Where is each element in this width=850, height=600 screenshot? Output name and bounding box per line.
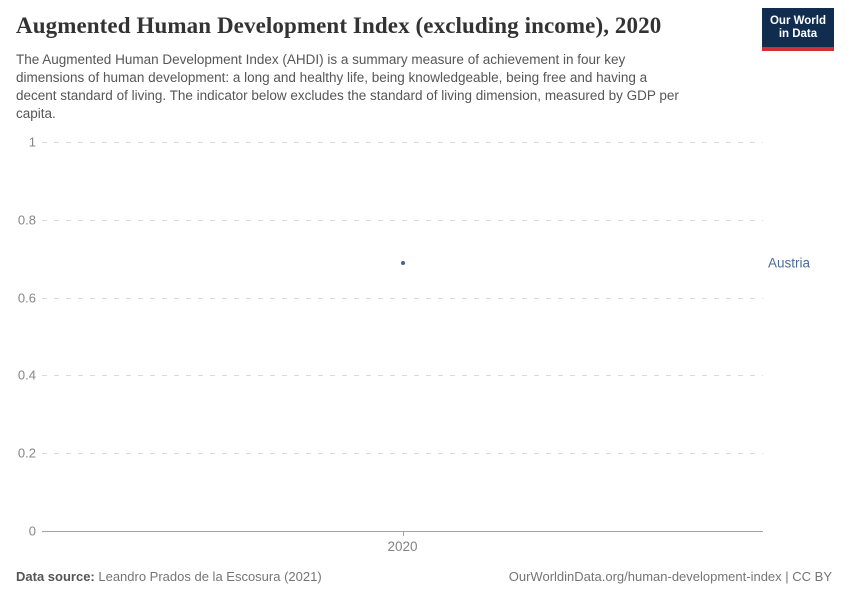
y-axis: 0 0.2 0.4 0.6 0.8 1	[0, 135, 36, 539]
y-tick-label: 1	[28, 134, 36, 150]
gridline	[42, 142, 763, 143]
data-source-label: Data source:	[16, 569, 95, 584]
x-axis-line	[42, 531, 763, 532]
data-source-value: Leandro Prados de la Escosura (2021)	[94, 569, 322, 584]
y-tick-label: 0.4	[17, 367, 36, 383]
y-tick-label: 0.2	[17, 445, 36, 461]
owid-logo[interactable]: Our World in Data	[761, 8, 834, 51]
plot-area: 2020	[42, 142, 763, 554]
footer-link[interactable]: OurWorldinData.org/human-development-ind…	[508, 569, 832, 584]
gridline	[42, 375, 763, 377]
page-title: Augmented Human Development Index (exclu…	[16, 13, 662, 38]
x-axis-tick	[403, 531, 404, 536]
entity-label-austria[interactable]: Austria	[768, 255, 811, 271]
x-tick-label: 2020	[387, 539, 418, 554]
y-tick-label: 0.6	[17, 290, 36, 306]
chart-subtitle: The Augmented Human Development Index (A…	[16, 52, 679, 121]
gridline	[42, 219, 763, 221]
owid-logo-line2: in Data	[778, 28, 818, 40]
y-tick-label: 0.8	[17, 212, 36, 228]
gridline	[42, 297, 763, 299]
y-tick-label: 0	[28, 523, 36, 539]
gridline	[42, 453, 763, 455]
data-point-austria[interactable]	[400, 260, 405, 265]
owid-logo-line1: Our World	[769, 15, 826, 27]
data-source-note: Data source: Leandro Prados de la Escosu…	[16, 569, 322, 584]
